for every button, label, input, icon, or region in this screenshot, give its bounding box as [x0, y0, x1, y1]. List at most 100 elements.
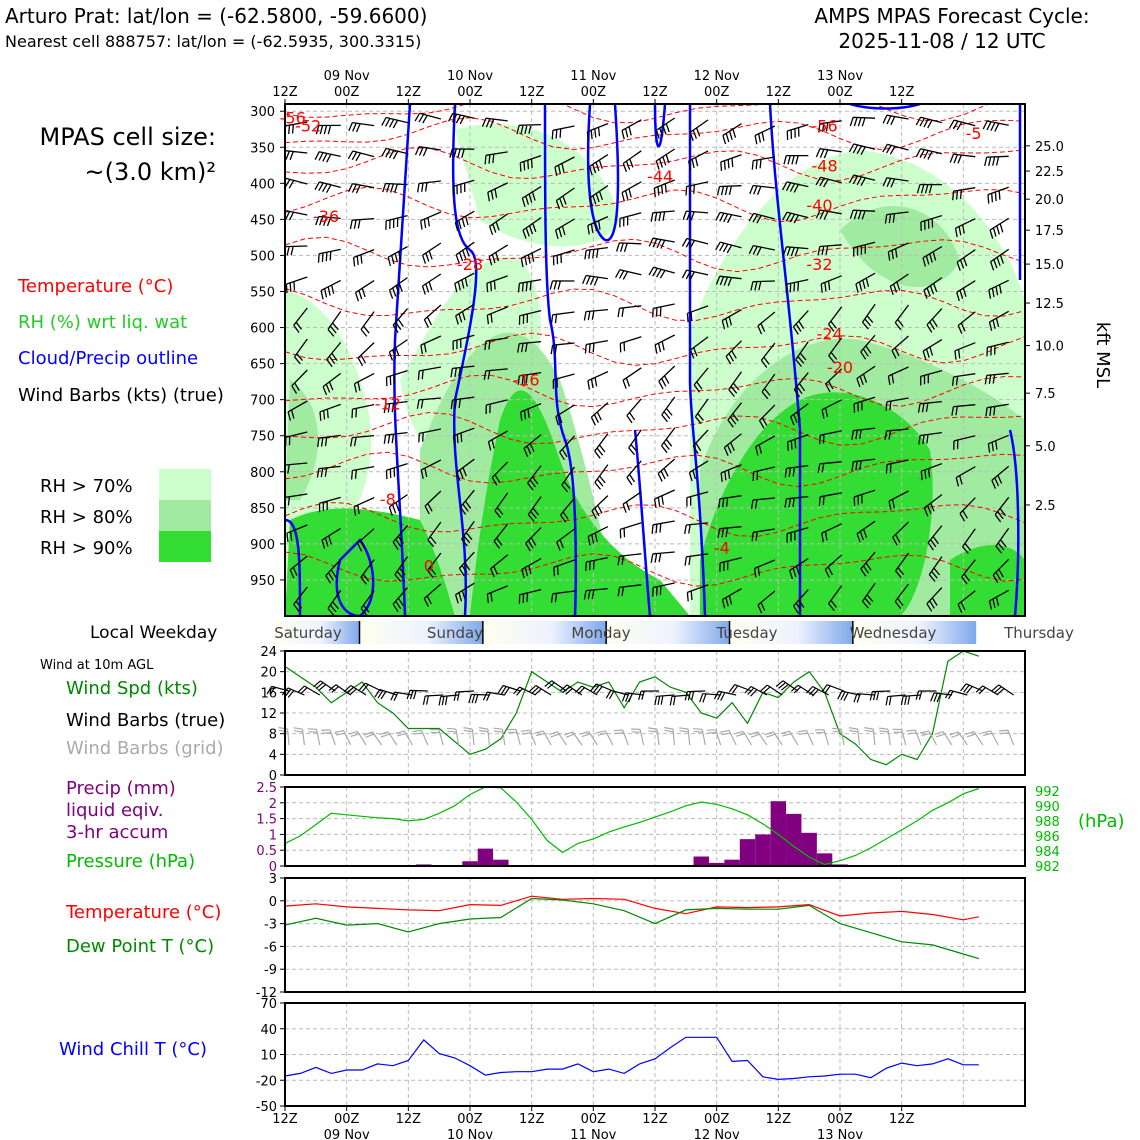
wind-barb	[348, 183, 375, 194]
precip-legend-3: 3-hr accum	[66, 822, 168, 843]
wind-barb	[385, 369, 408, 387]
wind-barb	[686, 491, 709, 507]
wind-barb	[984, 372, 1009, 385]
wind-barb	[517, 371, 542, 385]
wind-barb	[753, 559, 776, 578]
wind-barb	[861, 582, 876, 609]
legend-temperature: Temperature (°C)	[17, 276, 173, 297]
wind-barb	[486, 306, 508, 325]
wind-barb	[387, 246, 408, 267]
cloud-outline-segment	[1008, 429, 1020, 616]
wind-barb	[488, 213, 509, 236]
wind-barb	[985, 403, 1009, 417]
wind-barb	[486, 585, 508, 604]
wind-barb	[853, 241, 876, 257]
wind-barb	[734, 730, 753, 746]
wind-barb	[654, 334, 675, 354]
top-time-label: 12Z	[272, 85, 298, 100]
wind-barb	[961, 559, 976, 585]
rh-region-rh90	[470, 390, 690, 616]
wind-barb	[853, 489, 876, 506]
wind-barb	[417, 366, 442, 380]
wind-barb	[448, 112, 475, 125]
wind-barb	[792, 589, 809, 614]
wind-barb	[527, 496, 542, 522]
wind-barb	[590, 402, 609, 426]
wind-barb	[615, 269, 642, 280]
wind-barb	[987, 186, 1009, 204]
wind-barb	[321, 527, 342, 549]
wind-barb	[922, 339, 943, 360]
wind-barb	[585, 556, 609, 572]
wind-barb	[374, 688, 398, 700]
wind-barb	[882, 143, 909, 155]
wind-barb	[661, 396, 676, 423]
wind-barb	[815, 176, 842, 188]
wind-barb	[484, 151, 508, 165]
top-time-label: 12Z	[519, 85, 545, 100]
wind10m-title: Wind at 10m AGL	[40, 658, 154, 673]
wind-barb	[285, 245, 308, 256]
panel-y-tick-label: 12	[260, 707, 277, 722]
wind-barb	[887, 242, 909, 261]
wind-barb	[513, 686, 536, 696]
dewpoint-legend: Dew Point T (°C)	[66, 936, 214, 957]
wind-barb	[497, 684, 521, 696]
wind-barb	[452, 334, 475, 351]
wind-barb	[456, 458, 475, 481]
wind-barb	[949, 731, 968, 746]
wind-barb	[285, 177, 308, 189]
wind-barb	[864, 727, 876, 746]
wind-barb	[984, 155, 1009, 167]
wind-barb	[484, 337, 508, 351]
wind-barb	[728, 684, 752, 694]
wind-barb	[493, 727, 506, 746]
wind-barb	[360, 590, 375, 616]
wind-barb	[293, 586, 308, 612]
wind-barb	[521, 186, 542, 207]
wind-barb	[589, 185, 609, 207]
wind-barb	[651, 520, 675, 534]
legend-rh: RH (%) wrt liq. wat	[18, 312, 187, 333]
wind-barb	[631, 728, 645, 746]
wind-barb	[916, 183, 942, 194]
wind-barb	[314, 181, 341, 194]
wind-barb	[358, 682, 382, 692]
wind-barb	[388, 494, 408, 516]
wind-barb	[650, 551, 675, 563]
wind-barb	[316, 465, 341, 478]
wind-barb	[879, 727, 891, 746]
wind-barb	[452, 179, 475, 196]
wind-barb	[392, 308, 408, 333]
wind-barb	[319, 403, 341, 421]
wind-barbs-grid-legend: Wind Barbs (grid)	[66, 738, 224, 759]
wind-barb	[334, 730, 352, 746]
temperature-label: 0	[424, 557, 434, 576]
wind-barb	[764, 731, 783, 746]
wind-barb	[926, 587, 943, 612]
cloud-outline-segment	[285, 518, 302, 616]
cloud-outline-segment	[543, 104, 578, 616]
precip-bar	[755, 834, 771, 866]
panel-frame	[284, 877, 1026, 993]
wind-barb	[681, 269, 709, 281]
wind-barb	[818, 492, 842, 506]
wind-barb	[994, 496, 1010, 523]
wind-barb	[818, 430, 842, 445]
wind-barb	[287, 400, 308, 421]
wind-barb	[427, 521, 442, 548]
wind-barb	[350, 465, 375, 480]
legend-rh70-swatch	[159, 469, 211, 500]
wind-barb	[388, 277, 408, 299]
pressure-legend: Pressure (hPa)	[66, 851, 195, 872]
wind-barb	[454, 210, 475, 232]
wind-barb	[760, 684, 783, 696]
wind-barb	[851, 427, 876, 440]
wind-barb	[889, 273, 909, 296]
wind-barb	[583, 308, 608, 321]
wind-barb	[615, 242, 642, 252]
wind-barb	[989, 248, 1010, 271]
wind-barb	[550, 311, 575, 324]
precip-bar	[724, 859, 740, 866]
wind-barb	[789, 558, 809, 580]
